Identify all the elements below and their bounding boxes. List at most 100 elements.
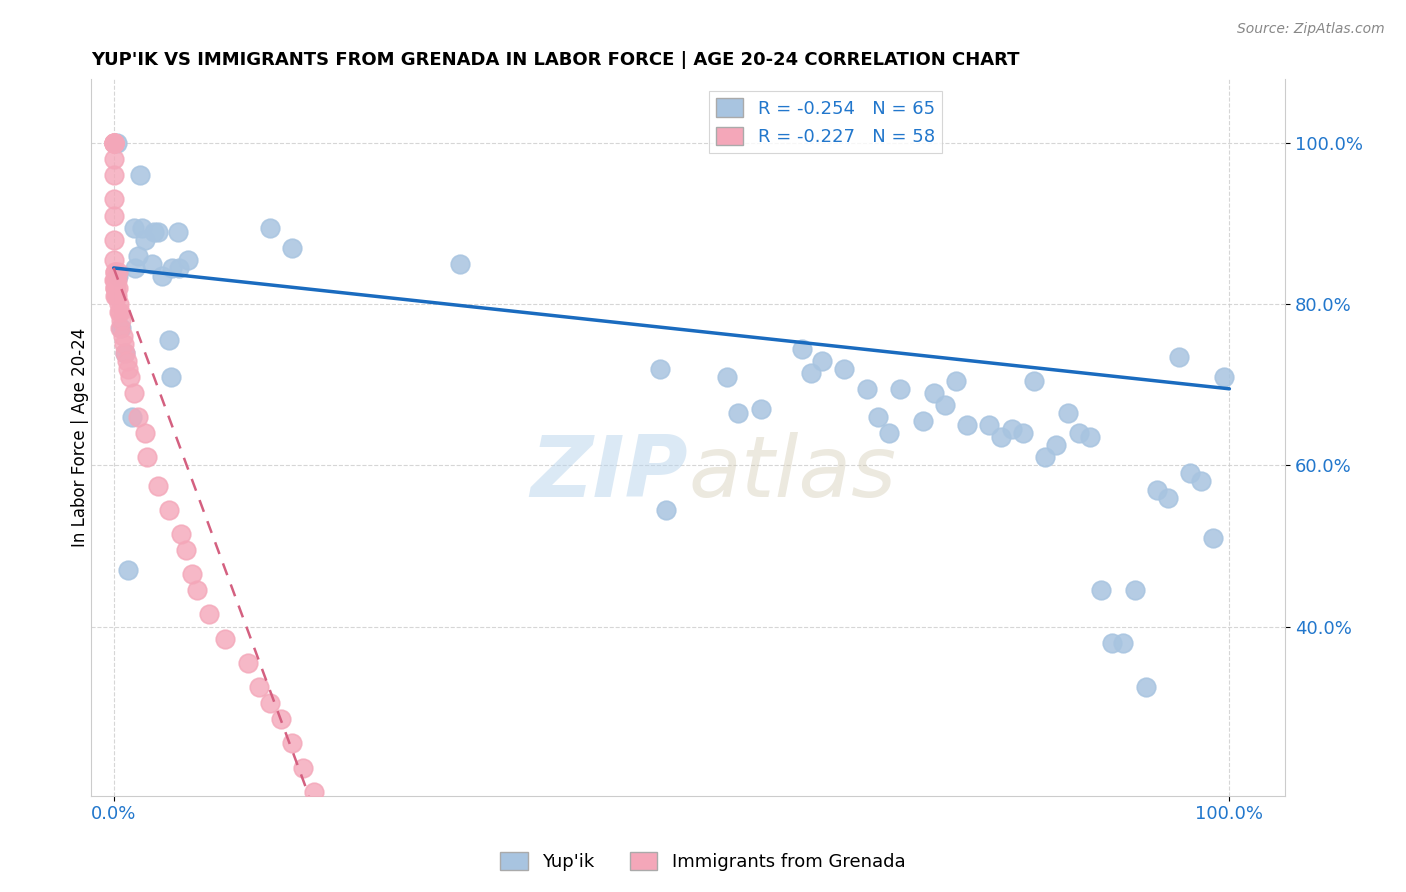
Point bbox=[1191, 475, 1213, 489]
Point bbox=[104, 265, 127, 279]
Point bbox=[117, 563, 139, 577]
Point bbox=[1067, 426, 1090, 441]
Point bbox=[122, 220, 145, 235]
Point bbox=[270, 712, 292, 726]
Point bbox=[107, 268, 129, 283]
Point bbox=[304, 785, 326, 799]
Point bbox=[103, 168, 125, 182]
Point bbox=[108, 297, 131, 311]
Point bbox=[1056, 406, 1078, 420]
Point bbox=[1201, 531, 1223, 545]
Point bbox=[105, 136, 128, 150]
Point bbox=[855, 382, 877, 396]
Point bbox=[315, 809, 337, 823]
Point bbox=[112, 337, 135, 351]
Point bbox=[174, 543, 197, 558]
Point bbox=[214, 632, 236, 646]
Point bbox=[108, 305, 131, 319]
Point bbox=[259, 220, 281, 235]
Point bbox=[169, 260, 191, 275]
Point bbox=[1012, 426, 1035, 441]
Point bbox=[236, 656, 259, 670]
Point bbox=[134, 426, 156, 441]
Point bbox=[186, 583, 208, 598]
Text: Source: ZipAtlas.com: Source: ZipAtlas.com bbox=[1237, 22, 1385, 37]
Point bbox=[979, 418, 1001, 433]
Point bbox=[121, 410, 143, 425]
Point bbox=[811, 353, 834, 368]
Y-axis label: In Labor Force | Age 20-24: In Labor Force | Age 20-24 bbox=[72, 327, 89, 547]
Point bbox=[1112, 635, 1135, 649]
Point bbox=[727, 406, 749, 420]
Point bbox=[129, 168, 152, 182]
Point bbox=[103, 209, 125, 223]
Point bbox=[148, 225, 170, 239]
Point bbox=[1157, 491, 1180, 505]
Point bbox=[1135, 680, 1157, 694]
Point bbox=[104, 265, 127, 279]
Point bbox=[105, 289, 128, 303]
Point bbox=[104, 273, 127, 287]
Point bbox=[281, 736, 304, 750]
Point bbox=[104, 281, 127, 295]
Point bbox=[103, 252, 125, 267]
Point bbox=[1180, 467, 1202, 481]
Point bbox=[1033, 450, 1056, 465]
Point bbox=[134, 233, 156, 247]
Point bbox=[167, 225, 190, 239]
Point bbox=[716, 369, 738, 384]
Point bbox=[103, 233, 125, 247]
Point bbox=[177, 252, 200, 267]
Point bbox=[1045, 438, 1067, 452]
Point bbox=[103, 136, 125, 150]
Point bbox=[131, 220, 153, 235]
Point bbox=[104, 281, 127, 295]
Point bbox=[114, 345, 136, 359]
Point bbox=[104, 289, 127, 303]
Point bbox=[1168, 350, 1191, 364]
Point bbox=[159, 369, 181, 384]
Point bbox=[1146, 483, 1168, 497]
Point bbox=[103, 152, 125, 166]
Text: ZIP: ZIP bbox=[530, 432, 689, 515]
Point bbox=[934, 398, 956, 412]
Point bbox=[292, 760, 315, 774]
Point bbox=[103, 136, 125, 150]
Point bbox=[110, 305, 132, 319]
Point bbox=[326, 833, 349, 847]
Point bbox=[877, 426, 900, 441]
Point bbox=[103, 136, 125, 150]
Point bbox=[866, 410, 889, 425]
Point bbox=[1212, 369, 1234, 384]
Point bbox=[159, 334, 181, 348]
Point bbox=[111, 329, 134, 343]
Point bbox=[197, 607, 219, 622]
Text: atlas: atlas bbox=[689, 432, 896, 515]
Point bbox=[889, 382, 911, 396]
Point bbox=[790, 342, 813, 356]
Point bbox=[142, 225, 165, 239]
Point bbox=[1090, 583, 1112, 598]
Point bbox=[945, 374, 967, 388]
Point bbox=[1024, 374, 1046, 388]
Point bbox=[834, 361, 856, 376]
Point bbox=[124, 260, 146, 275]
Point bbox=[136, 450, 159, 465]
Point bbox=[103, 136, 125, 150]
Point bbox=[922, 385, 945, 400]
Point bbox=[110, 321, 132, 335]
Point bbox=[247, 680, 270, 694]
Point bbox=[1123, 583, 1146, 598]
Point bbox=[127, 410, 149, 425]
Point bbox=[104, 281, 127, 295]
Point bbox=[104, 273, 127, 287]
Point bbox=[114, 345, 136, 359]
Point bbox=[105, 273, 128, 287]
Point bbox=[159, 502, 181, 516]
Point bbox=[650, 361, 672, 376]
Point bbox=[104, 273, 127, 287]
Point bbox=[1078, 430, 1101, 444]
Point bbox=[117, 361, 139, 376]
Point bbox=[107, 281, 129, 295]
Point bbox=[1001, 422, 1024, 436]
